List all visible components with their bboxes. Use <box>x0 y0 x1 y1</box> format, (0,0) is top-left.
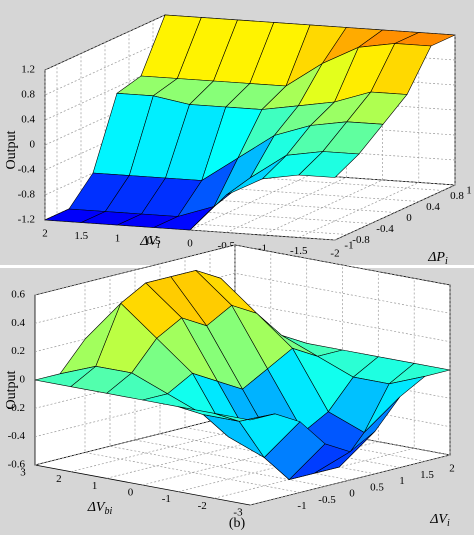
x-tick-label: 2 <box>42 228 48 240</box>
x-tick-label: -2 <box>330 248 339 260</box>
y-tick-label: 0 <box>128 487 134 499</box>
x-tick-label: 0.5 <box>370 481 384 493</box>
z-tick-label: -0.8 <box>18 189 36 201</box>
y-tick-label: 0.4 <box>426 201 440 213</box>
z-axis-label: Output <box>4 130 19 169</box>
y-grid-line <box>142 265 343 486</box>
x-tick-label: -1 <box>258 243 267 255</box>
y-grid-line <box>104 42 396 213</box>
x-tick-label: 0 <box>349 488 355 500</box>
z-tick-label: 0 <box>30 139 36 151</box>
x-tick-label: -1.5 <box>290 245 308 257</box>
caption: (b) <box>229 516 246 531</box>
x-axis-label-base: ΔV <box>429 512 448 527</box>
x-tick-label: -1 <box>297 500 306 512</box>
y-tick-label: 1 <box>466 185 472 197</box>
x-tick-label: 0.5 <box>147 235 161 247</box>
z-tick-label: -0.6 <box>8 459 26 471</box>
surface-patch <box>298 151 360 178</box>
x-axis-label: ΔVi <box>139 234 160 251</box>
x-tick-label: 1 <box>399 475 405 487</box>
x-axis-label-sub: i <box>157 240 160 251</box>
z-tick-label: 0 <box>20 374 26 386</box>
z-tick-label: -0.2 <box>8 402 25 414</box>
x-tick-label: 0 <box>187 238 193 250</box>
z-tick-label: -0.4 <box>18 164 36 176</box>
y-tick-label: -1 <box>344 240 353 252</box>
z-tick-label: -1.2 <box>18 214 35 226</box>
y-grid-line <box>178 271 379 493</box>
y-grid-line <box>70 251 272 473</box>
y-grid-line <box>44 70 336 241</box>
x-tick-label: 1.5 <box>74 230 88 242</box>
y-axis-label-sub: bi <box>105 506 113 517</box>
x-tick-label: 1.5 <box>420 469 434 481</box>
y-tick-label: 3 <box>20 467 26 479</box>
y-grid-line <box>214 278 415 499</box>
y-grid-line <box>80 53 372 224</box>
x-tick-label: 1 <box>115 233 121 245</box>
y-axis-label: ΔPi <box>427 250 448 267</box>
y-tick-label: -3 <box>233 507 243 519</box>
z-grid-line <box>34 386 451 438</box>
x-tick-label: 2 <box>449 463 455 475</box>
y-tick-label: -0.4 <box>376 223 394 235</box>
z-tick-label: 1.2 <box>21 64 35 76</box>
y-grid-line <box>249 285 451 506</box>
y-grid-line <box>128 31 420 202</box>
y-grid-line <box>56 64 348 235</box>
z-tick-label: -0.4 <box>8 430 26 442</box>
y-tick-label: -0.8 <box>352 234 370 246</box>
x-tick-label: -0.5 <box>318 494 336 506</box>
y-tick-label: 2 <box>56 473 62 485</box>
z-tick-label: 0.6 <box>11 289 25 301</box>
x-axis-label-sub: i <box>447 518 450 529</box>
y-grid-line <box>34 245 236 466</box>
y-tick-label: 0 <box>406 212 412 224</box>
y-tick-label: 1 <box>92 480 98 492</box>
y-grid-line <box>152 20 444 191</box>
surface-patch <box>214 413 276 422</box>
z-grid-line <box>34 272 451 324</box>
y-grid-line <box>164 15 456 186</box>
z-tick-label: 0.4 <box>11 317 25 329</box>
z-tick-label: 0.4 <box>21 114 35 126</box>
y-tick-label: -2 <box>198 500 207 512</box>
y-grid-line <box>106 258 308 479</box>
z-tick-label: 0.2 <box>11 345 25 357</box>
z-grid-line <box>34 244 451 296</box>
y-tick-label: -1 <box>162 493 171 505</box>
z-tick-label: 0.8 <box>21 89 35 101</box>
y-axis-label: ΔVbi <box>87 500 113 517</box>
y-axis-label-base: ΔP <box>427 250 445 265</box>
y-tick-label: 0.8 <box>450 190 464 202</box>
y-axis-label-sub: i <box>445 256 448 267</box>
z-axis-label: Output <box>4 370 19 409</box>
y-axis-label-base: ΔV <box>87 500 106 515</box>
x-axis-label-base: ΔV <box>139 234 158 249</box>
x-axis-label: ΔVi <box>429 512 450 529</box>
